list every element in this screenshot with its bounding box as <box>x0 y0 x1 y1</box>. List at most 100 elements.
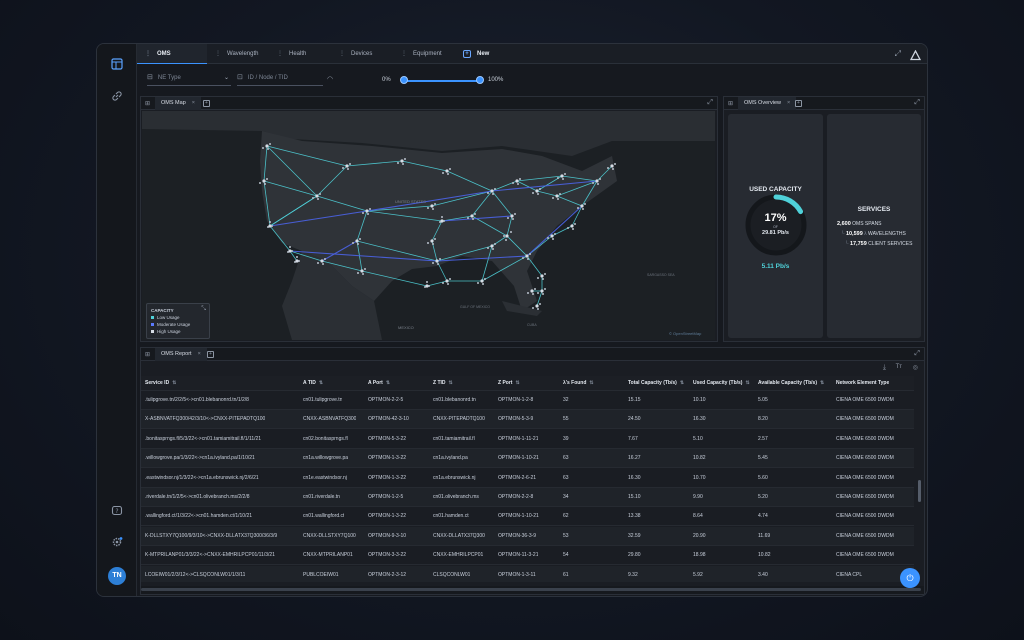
tab-equipment[interactable]: ⋮ Equipment <box>401 51 442 57</box>
network-node[interactable] <box>442 172 444 174</box>
network-node[interactable] <box>580 204 584 208</box>
network-link[interactable] <box>506 235 528 257</box>
close-icon[interactable]: × <box>786 100 791 106</box>
fullscreen-icon[interactable]: ⤢ <box>894 49 901 58</box>
network-node[interactable] <box>612 168 614 170</box>
network-node[interactable] <box>480 279 484 283</box>
network-node[interactable] <box>544 273 546 275</box>
network-node[interactable] <box>570 224 574 228</box>
network-node[interactable] <box>582 208 584 210</box>
network-link[interactable] <box>263 180 271 227</box>
network-link[interactable] <box>431 190 493 207</box>
slider-max-handle[interactable] <box>476 76 484 84</box>
dashboard-icon[interactable] <box>109 58 125 74</box>
network-link[interactable] <box>556 195 583 207</box>
network-node[interactable] <box>512 218 514 220</box>
network-node[interactable] <box>298 260 300 262</box>
network-node[interactable] <box>445 169 449 173</box>
network-node[interactable] <box>525 254 529 258</box>
network-link[interactable] <box>321 240 358 262</box>
network-node[interactable] <box>559 193 561 195</box>
network-link[interactable] <box>441 215 513 222</box>
network-node[interactable] <box>607 167 609 169</box>
network-node[interactable] <box>312 197 314 199</box>
network-link[interactable] <box>556 180 598 197</box>
ne-type-select[interactable]: ⊟ NE Type ⌄ <box>147 70 231 86</box>
network-node[interactable] <box>507 217 509 219</box>
network-node[interactable] <box>430 204 434 208</box>
network-node[interactable] <box>430 239 434 243</box>
table-row[interactable]: .willowgrove.pa/1/3/22<->cn1a.ivyland.pa… <box>141 449 914 469</box>
network-node[interactable] <box>595 179 599 183</box>
network-node[interactable] <box>527 292 529 294</box>
tab-health[interactable]: ⋮ Health <box>277 51 307 57</box>
sort-icon[interactable]: ⇅ <box>589 380 594 386</box>
network-link[interactable] <box>526 205 583 257</box>
network-node[interactable] <box>584 203 586 205</box>
sort-icon[interactable]: ⇅ <box>448 380 453 386</box>
network-node[interactable] <box>539 303 541 305</box>
network-node[interactable] <box>470 214 474 218</box>
network-node[interactable] <box>540 274 544 278</box>
network-node[interactable] <box>574 223 576 225</box>
network-node[interactable] <box>515 179 519 183</box>
network-node[interactable] <box>357 272 359 274</box>
table-row[interactable]: K-MTPRILANP01/3/3/22<->CNXX-EMHRILPCP01/… <box>141 546 914 566</box>
network-link[interactable] <box>401 160 448 172</box>
network-node[interactable] <box>610 164 614 168</box>
network-node[interactable] <box>296 256 298 258</box>
network-map[interactable]: UNITED STATES MEXICO GULF OF MEXICO CUBA… <box>142 111 715 340</box>
network-node[interactable] <box>434 203 436 205</box>
network-node[interactable] <box>537 292 539 294</box>
network-node[interactable] <box>317 262 319 264</box>
network-node[interactable] <box>537 308 539 310</box>
horizontal-scrollbar[interactable] <box>141 586 924 594</box>
tab-wavelength[interactable]: ⋮ Wavelength <box>215 51 259 57</box>
network-link[interactable] <box>516 175 563 182</box>
network-node[interactable] <box>564 173 566 175</box>
network-node[interactable] <box>369 208 371 210</box>
map-attribution[interactable]: © OpenStreetMap <box>669 331 702 336</box>
network-node[interactable] <box>425 284 429 288</box>
id-search-input[interactable]: ⊡ ID / Node / TID <box>237 70 323 86</box>
network-node[interactable] <box>437 263 439 265</box>
network-node[interactable] <box>445 279 449 283</box>
table-row[interactable]: .wallingford.ct/1/3/22<->cn01.hamden.ct/… <box>141 507 914 527</box>
network-node[interactable] <box>267 148 269 150</box>
network-link[interactable] <box>526 255 543 277</box>
network-node[interactable] <box>535 189 539 193</box>
network-node[interactable] <box>484 278 486 280</box>
network-node[interactable] <box>494 188 496 190</box>
network-link[interactable] <box>263 180 318 197</box>
tab-oms-map[interactable]: OMS Map × <box>155 97 201 110</box>
network-node[interactable] <box>359 238 361 240</box>
network-node[interactable] <box>265 144 269 148</box>
link-icon[interactable] <box>109 90 125 106</box>
network-node[interactable] <box>540 289 544 293</box>
network-node[interactable] <box>322 263 324 265</box>
network-node[interactable] <box>503 235 505 237</box>
network-node[interactable] <box>266 178 268 180</box>
network-node[interactable] <box>289 246 291 248</box>
network-node[interactable] <box>530 289 534 293</box>
network-node[interactable] <box>315 194 319 198</box>
scrollbar-thumb[interactable] <box>141 588 921 591</box>
network-node[interactable] <box>345 164 349 168</box>
network-node[interactable] <box>397 162 399 164</box>
network-node[interactable] <box>427 242 429 244</box>
network-link[interactable] <box>269 225 291 252</box>
network-node[interactable] <box>320 259 324 263</box>
expand-icon[interactable]: ⤢ <box>914 99 920 106</box>
network-node[interactable] <box>542 293 544 295</box>
network-node[interactable] <box>262 147 264 149</box>
network-node[interactable] <box>319 193 321 195</box>
network-node[interactable] <box>288 249 292 253</box>
network-node[interactable] <box>592 182 594 184</box>
network-node[interactable] <box>364 268 366 270</box>
network-node[interactable] <box>357 243 359 245</box>
network-node[interactable] <box>532 192 534 194</box>
drag-handle-icon[interactable]: ⋮ <box>339 51 345 57</box>
column-header[interactable]: A Port ⇅ <box>368 380 391 386</box>
network-node[interactable] <box>355 239 359 243</box>
network-link[interactable] <box>316 195 368 212</box>
